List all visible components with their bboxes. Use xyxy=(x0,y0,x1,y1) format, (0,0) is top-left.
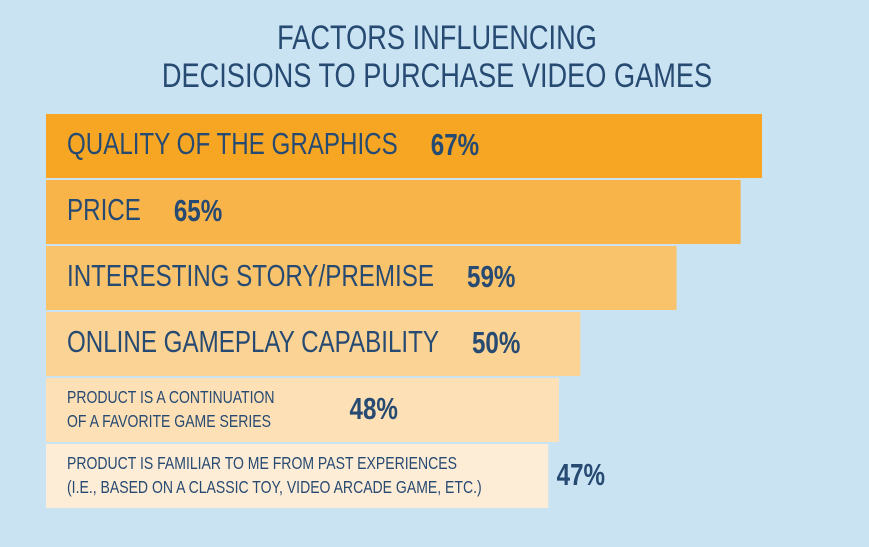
bar xyxy=(46,114,762,178)
bar-label: QUALITY OF THE GRAPHICS xyxy=(67,126,398,161)
bar-label: PRICE xyxy=(67,192,141,227)
bar-label: ONLINE GAMEPLAY CAPABILITY xyxy=(67,324,439,359)
value-label: 59% xyxy=(467,259,515,294)
bar xyxy=(46,312,581,376)
value-label: 65% xyxy=(174,193,222,228)
value-label: 48% xyxy=(350,391,398,426)
value-label: 50% xyxy=(472,325,520,360)
bar xyxy=(46,180,741,244)
bar xyxy=(46,444,549,508)
chart-title: FACTORS INFLUENCING xyxy=(277,18,597,57)
bar-label: PRODUCT IS FAMILIAR TO ME FROM PAST EXPE… xyxy=(67,453,457,473)
value-label: 67% xyxy=(431,127,479,162)
bar-label: OF A FAVORITE GAME SERIES xyxy=(67,411,271,431)
value-label: 47% xyxy=(557,457,605,492)
bar-label: (I.E., BASED ON A CLASSIC TOY, VIDEO ARC… xyxy=(67,477,482,497)
bar-label: PRODUCT IS A CONTINUATION xyxy=(67,387,275,407)
bar xyxy=(46,246,677,310)
bar-label: INTERESTING STORY/PREMISE xyxy=(67,258,434,293)
chart-title: DECISIONS TO PURCHASE VIDEO GAMES xyxy=(162,56,712,95)
bar xyxy=(46,378,559,442)
